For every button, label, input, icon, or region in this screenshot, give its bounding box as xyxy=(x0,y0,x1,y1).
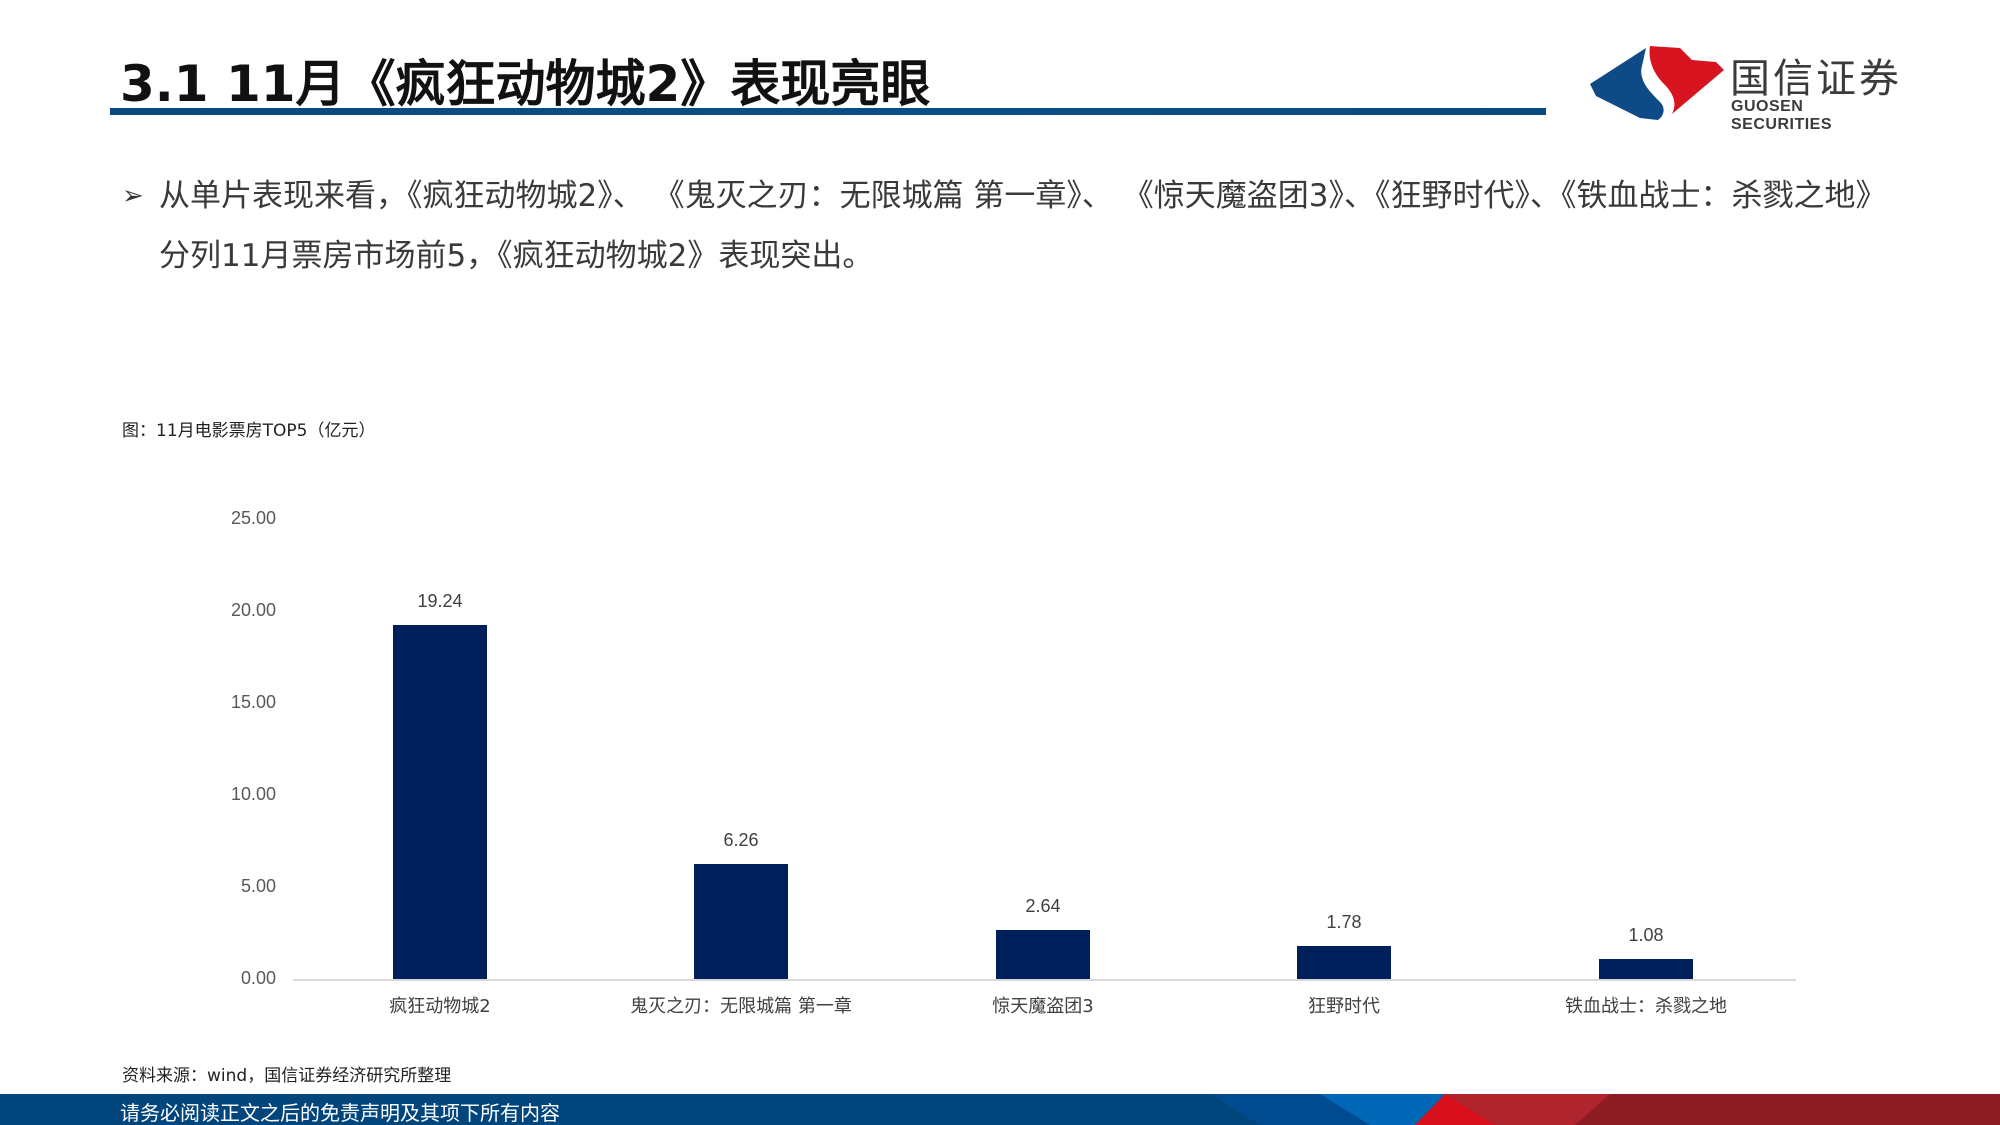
x-category-label: 惊天魔盗团3 xyxy=(992,996,1094,1017)
bar xyxy=(996,930,1090,979)
y-tick-label: 0.00 xyxy=(240,968,276,988)
bar xyxy=(694,863,788,979)
bar-value-label: 1.78 xyxy=(1326,912,1362,933)
guosen-logo-icon xyxy=(1590,46,1724,120)
footer-band: 请务必阅读正文之后的免责声明及其项下所有内容 xyxy=(0,1094,2000,1125)
x-axis-line xyxy=(293,979,1796,981)
bar xyxy=(393,624,487,979)
title-underline xyxy=(110,108,1546,115)
x-category-label: 鬼灭之刃：无限城篇 第一章 xyxy=(630,996,852,1017)
logo-chinese-name: 国信证券 xyxy=(1730,56,1902,102)
y-tick-label: 20.00 xyxy=(230,600,276,620)
summary-text: 从单片表现来看，《疯狂动物城2》、 《鬼灭之刃：无限城篇 第一章》、 《惊天魔盗… xyxy=(159,178,1872,274)
page-title: 3.1 11月《疯狂动物城2》表现亮眼 xyxy=(120,55,931,113)
bar-value-label: 2.64 xyxy=(1025,896,1061,917)
x-category-label: 铁血战士：杀戮之地 xyxy=(1565,996,1727,1017)
source-note: 资料来源：wind，国信证券经济研究所整理 xyxy=(122,1066,452,1086)
bar xyxy=(1297,946,1391,979)
chart-caption: 图：11月电影票房TOP5（亿元） xyxy=(122,421,376,441)
summary-bullet: ➢ 从单片表现来看，《疯狂动物城2》、 《鬼灭之刃：无限城篇 第一章》、 《惊天… xyxy=(122,166,1882,286)
bar-value-label: 19.24 xyxy=(417,590,463,611)
bar-value-label: 6.26 xyxy=(723,829,759,850)
logo-english-name: GUOSEN SECURITIES xyxy=(1731,98,1833,133)
bar-value-label: 1.08 xyxy=(1628,925,1664,946)
x-category-label: 狂野时代 xyxy=(1308,996,1380,1017)
footer-decoration-icon xyxy=(1200,1094,2000,1125)
bar xyxy=(1599,959,1693,979)
y-tick-label: 10.00 xyxy=(230,784,276,804)
y-tick-label: 15.00 xyxy=(230,692,276,712)
company-logo: 国信证券 GUOSEN SECURITIES xyxy=(1588,44,1908,133)
triangle-arrow-icon: ➢ xyxy=(122,181,144,211)
x-category-label: 疯狂动物城2 xyxy=(389,996,491,1017)
disclaimer-text: 请务必阅读正文之后的免责声明及其项下所有内容 xyxy=(120,1101,560,1125)
y-tick-label: 25.00 xyxy=(230,508,276,528)
y-tick-label: 5.00 xyxy=(240,876,276,896)
